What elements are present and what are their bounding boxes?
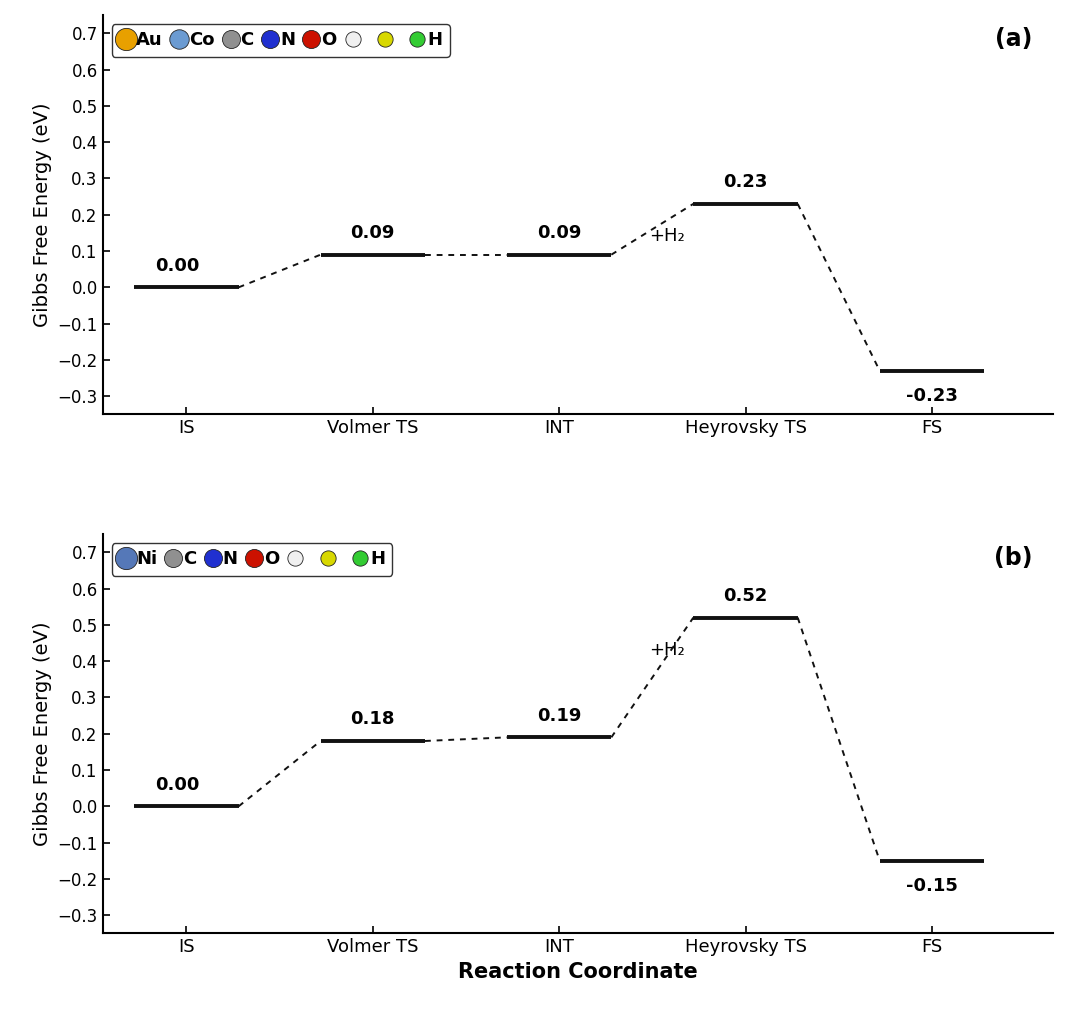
Text: +H₂: +H₂	[649, 227, 685, 245]
Text: 0.52: 0.52	[724, 587, 768, 604]
Text: 0.23: 0.23	[724, 174, 768, 191]
Text: 0.19: 0.19	[537, 706, 581, 724]
Text: 0.09: 0.09	[537, 224, 581, 242]
Text: -0.23: -0.23	[906, 387, 958, 406]
Text: (b): (b)	[994, 546, 1032, 570]
Text: 0.00: 0.00	[154, 776, 200, 794]
Text: +H₂: +H₂	[649, 641, 685, 659]
X-axis label: Reaction Coordinate: Reaction Coordinate	[458, 962, 698, 982]
Y-axis label: Gibbs Free Energy (eV): Gibbs Free Energy (eV)	[32, 103, 52, 327]
Legend: Ni, C, N, O,  ,  , H: Ni, C, N, O, , , H	[111, 543, 392, 575]
Text: -0.15: -0.15	[906, 877, 958, 895]
Text: (a): (a)	[995, 27, 1032, 51]
Legend: Au, Co, C, N, O,  ,  , H: Au, Co, C, N, O, , , H	[111, 24, 449, 57]
Text: 0.18: 0.18	[351, 710, 395, 728]
Y-axis label: Gibbs Free Energy (eV): Gibbs Free Energy (eV)	[32, 622, 52, 846]
Text: 0.09: 0.09	[351, 224, 395, 242]
Text: 0.00: 0.00	[154, 256, 200, 274]
